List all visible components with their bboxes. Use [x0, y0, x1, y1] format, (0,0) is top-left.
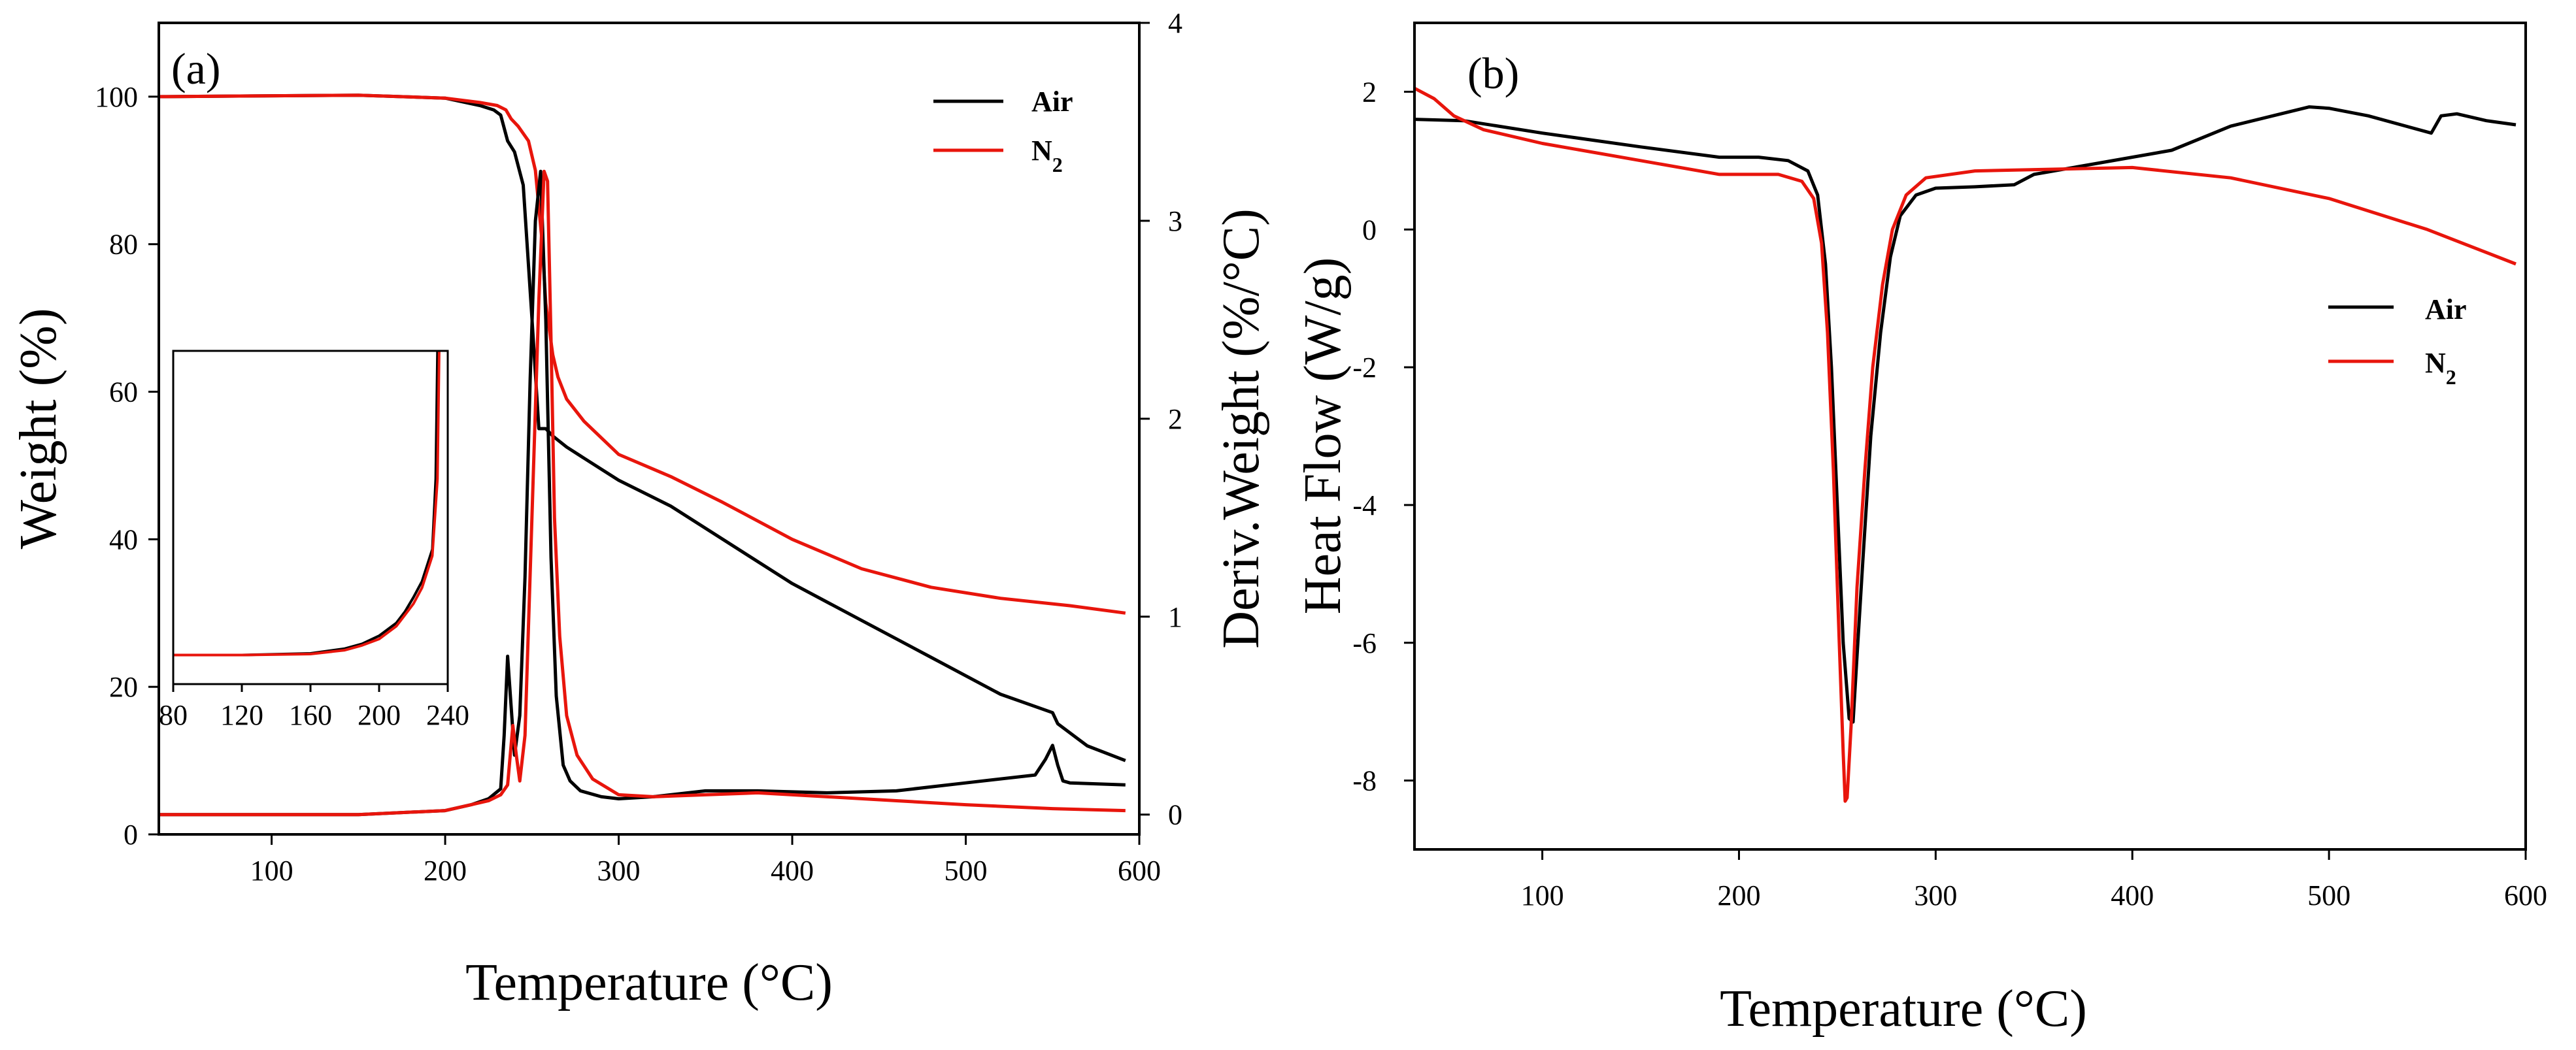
panel-a-legend: Air N2	[933, 86, 1073, 176]
y-tick-label: -2	[1352, 352, 1377, 384]
legend-air-label: Air	[2425, 293, 2467, 325]
panel-b-y-ticks: 2 0 -2 -4 -6 -8	[1352, 76, 1414, 797]
inset-plot-lines	[173, 351, 441, 657]
y-tick-label: 0	[124, 819, 138, 851]
y2-tick-label: 4	[1168, 7, 1182, 39]
y2-tick-label: 3	[1168, 205, 1182, 237]
panel-a-label: (a)	[171, 44, 220, 93]
x-tick-label: 300	[1914, 879, 1957, 911]
y-tick-label: -4	[1352, 489, 1377, 521]
panel-a-x-ticks: 100 200 300 400 500 600	[250, 834, 1161, 887]
series-n2-derivative-line	[159, 169, 1126, 817]
panel-b-plot-lines	[1414, 86, 2517, 803]
inset-series-n2-line	[173, 351, 441, 657]
panel-a: 100 200 300 400 500 600 0 20 40 60 80 100 0 1 2 3 4 (a…	[10, 7, 1270, 1011]
panel-b-x-ticks: 100 200 300 400 500 600	[1521, 849, 2547, 911]
series-air-heatflow-line	[1414, 105, 2517, 724]
series-air-weight-line	[159, 93, 1126, 763]
x-tick-label: 500	[2307, 879, 2350, 911]
inset-x-tick-label: 80	[159, 699, 188, 731]
x-tick-label: 200	[424, 855, 467, 887]
series-n2-heatflow-line	[1414, 86, 2517, 803]
panel-a-y2-axis-label: Deriv.Weight (%/°C)	[1213, 208, 1270, 649]
y-tick-label: 20	[109, 671, 138, 703]
inset-x-tick-label: 240	[426, 699, 469, 731]
y2-tick-label: 1	[1168, 601, 1182, 633]
panel-b-plot-frame	[1413, 22, 2527, 851]
y-tick-label: 0	[1362, 214, 1377, 246]
y-tick-label: 100	[95, 81, 138, 113]
y-tick-label: -6	[1352, 627, 1377, 659]
inset-x-tick-label: 200	[358, 699, 401, 731]
x-tick-label: 500	[945, 855, 988, 887]
y-tick-label: 40	[109, 523, 138, 555]
x-tick-label: 400	[2111, 879, 2154, 911]
x-tick-label: 600	[1118, 855, 1161, 887]
inset-x-tick-label: 160	[289, 699, 332, 731]
x-tick-label: 200	[1717, 879, 1760, 911]
x-tick-label: 300	[597, 855, 641, 887]
legend-air-label: Air	[1031, 86, 1073, 118]
panel-a-plot-frame	[158, 22, 1141, 836]
y-tick-label: 2	[1362, 76, 1377, 108]
x-tick-label: 400	[771, 855, 814, 887]
y2-tick-label: 2	[1168, 403, 1182, 435]
series-air-derivative-line	[159, 169, 1126, 817]
inset-x-tick-label: 120	[220, 699, 263, 731]
panel-a-plot-lines	[159, 93, 1126, 817]
y-tick-label: 80	[109, 229, 138, 261]
y-tick-label: -8	[1352, 765, 1377, 797]
legend-n2-label: N2	[2425, 347, 2456, 389]
x-tick-label: 100	[1521, 879, 1564, 911]
y2-tick-label: 0	[1168, 799, 1182, 831]
x-tick-label: 100	[250, 855, 293, 887]
panel-a-y-ticks: 0 20 40 60 80 100	[95, 81, 159, 851]
panel-a-inset: 80 120 160 200 240	[159, 350, 469, 731]
panel-b-x-axis-label: Temperature (°C)	[1720, 980, 2087, 1038]
inset-x-ticks: 80 120 160 200 240	[159, 684, 469, 731]
panel-a-x-axis-label: Temperature (°C)	[465, 954, 833, 1011]
y-tick-label: 60	[109, 376, 138, 408]
legend-n2-label: N2	[1031, 135, 1063, 176]
panel-a-y-axis-label: Weight (%)	[10, 308, 67, 550]
panel-b: 100 200 300 400 500 600 2 0 -2 -4 -6 -8 (b) Air N2…	[1294, 22, 2547, 1038]
panel-b-y-axis-label: Heat Flow (W/g)	[1294, 257, 1352, 615]
panel-a-y2-ticks: 0 1 2 3 4	[1139, 7, 1182, 831]
inset-background	[173, 351, 448, 684]
panel-b-label: (b)	[1467, 48, 1519, 98]
panel-b-legend: Air N2	[2328, 293, 2467, 389]
x-tick-label: 600	[2504, 879, 2547, 911]
